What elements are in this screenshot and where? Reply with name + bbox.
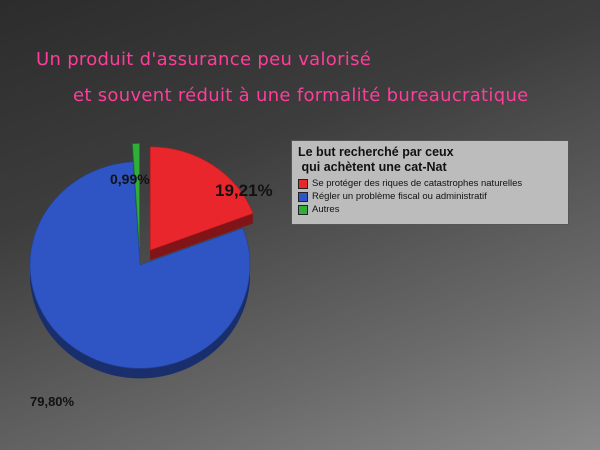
legend-label-fiscal: Régler un problème fiscal ou administrat… (312, 191, 487, 202)
legend-item-protection: Se protéger des riques de catastrophes n… (298, 177, 562, 190)
data-label-autres: 0,99% (110, 171, 150, 187)
legend-title: Le but recherché par ceux qui achètent u… (298, 145, 454, 174)
legend-swatch-blue (298, 191, 308, 202)
data-label-fiscal: 79,80% (30, 394, 75, 409)
data-label-protection: 19,21% (215, 181, 273, 200)
pie-slice-protection (149, 146, 254, 251)
legend-label-protection: Se protéger des riques de catastrophes n… (312, 178, 523, 189)
legend-item-autres: Autres (298, 203, 562, 216)
legend-swatch-red (298, 178, 308, 189)
legend-swatch-green (298, 204, 308, 215)
slide-title-line-2: et souvent réduit à une formalité bureau… (73, 85, 529, 106)
legend-label-autres: Autres (312, 204, 340, 215)
pie-slice-autres (132, 143, 140, 248)
legend-item-fiscal: Régler un problème fiscal ou administrat… (298, 190, 562, 203)
slide-title-line-1: Un produit d'assurance peu valorisé (36, 49, 372, 70)
chart-legend: Le but recherché par ceux qui achètent u… (291, 140, 569, 225)
pie-slice-fiscal (29, 161, 251, 369)
